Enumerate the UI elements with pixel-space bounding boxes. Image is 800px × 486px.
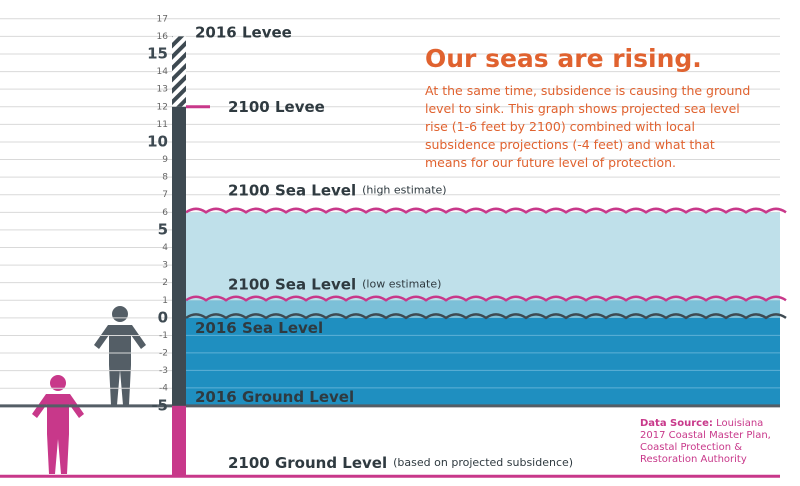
tick-label: 12 <box>157 102 168 112</box>
wave <box>185 313 787 320</box>
water <box>185 207 787 406</box>
tick-label: 16 <box>157 32 169 42</box>
level-name: 2016 Levee <box>195 23 292 41</box>
level-name: 2100 Ground Level <box>228 454 387 472</box>
level-name: 2100 Sea Level <box>228 181 356 199</box>
tick-label: 5 <box>158 220 168 238</box>
level-note: (based on projected subsidence) <box>393 456 573 469</box>
level-label: 2016 Sea Level <box>195 318 323 336</box>
person-gray <box>94 306 146 405</box>
level-label: 2100 Sea Level (high estimate) <box>228 181 447 199</box>
tick-label: 9 <box>162 155 168 165</box>
tick-label: 3 <box>162 261 168 271</box>
tick-label: -5 <box>151 396 168 414</box>
level-name: 2016 Sea Level <box>195 318 323 336</box>
levee-2100 <box>172 106 186 406</box>
tick-label: 11 <box>157 120 168 130</box>
tick-label: 1 <box>162 296 168 306</box>
tick-label: 4 <box>162 243 168 253</box>
levee-2016-top <box>172 36 186 107</box>
subsidence <box>172 405 186 477</box>
source-label: Data Source: <box>640 418 713 429</box>
level-label: 2016 Levee <box>195 23 292 41</box>
person-pink <box>32 375 84 474</box>
tick-label: -3 <box>159 366 168 376</box>
description: At the same time, subsidence is causing … <box>425 83 751 170</box>
level-note: (low estimate) <box>362 277 441 290</box>
source-text: Louisiana 2017 Coastal Master Plan, Coas… <box>640 418 771 465</box>
tick-label: 10 <box>147 132 168 150</box>
level-label: 2100 Sea Level (low estimate) <box>228 275 441 293</box>
water-high <box>186 212 780 301</box>
level-label: 2100 Ground Level (based on projected sub… <box>228 454 573 472</box>
tick-label: 8 <box>162 173 168 183</box>
tick-label: 14 <box>157 67 169 77</box>
tick-label: -2 <box>159 349 168 359</box>
tick-label: 0 <box>158 308 168 326</box>
level-label: 2100 Levee <box>228 97 325 115</box>
tick-label: 6 <box>162 208 168 218</box>
level-name: 2100 Sea Level <box>228 275 356 293</box>
tick-label: -4 <box>159 384 168 394</box>
level-name: 2016 Ground Level <box>195 387 354 405</box>
wave <box>185 207 787 214</box>
level-label: 2016 Ground Level <box>195 387 354 405</box>
tick-label: 15 <box>147 44 168 62</box>
tick-label: 17 <box>157 14 168 24</box>
tick-label: 2 <box>162 278 168 288</box>
levee <box>0 36 780 478</box>
title: Our seas are rising. <box>425 44 702 73</box>
level-name: 2100 Levee <box>228 97 325 115</box>
tick-label: -1 <box>159 331 168 341</box>
tick-label: 13 <box>157 85 168 95</box>
water-2016 <box>186 317 780 406</box>
labels: -5-4-3-2-1012345678910111213141516172016… <box>147 14 573 471</box>
data-source: Data Source: Louisiana 2017 Coastal Mast… <box>640 418 790 466</box>
tick-label: 7 <box>162 190 168 200</box>
level-note: (high estimate) <box>362 183 446 196</box>
wave <box>185 295 787 302</box>
